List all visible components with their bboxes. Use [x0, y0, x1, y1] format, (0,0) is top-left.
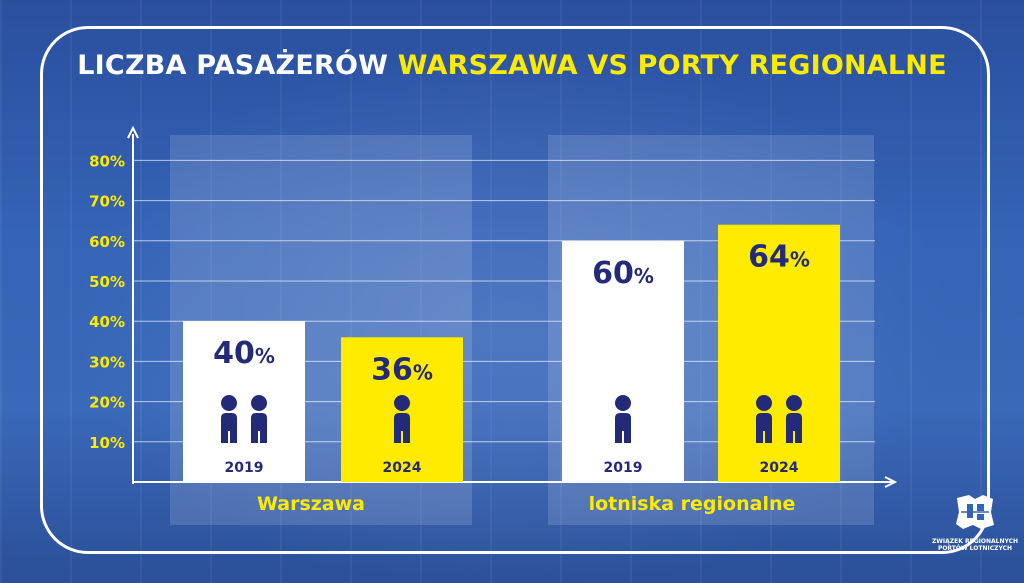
y-tick-label: 70% [89, 193, 125, 211]
y-tick-label: 80% [89, 152, 125, 170]
bar-1-1 [718, 224, 840, 482]
bar-value-label: 60% [592, 256, 654, 291]
y-axis-arrow-icon [127, 125, 139, 139]
logo-text-line1: ZWIĄZEK REGIONALNYCH [931, 538, 1019, 545]
y-tick-label: 40% [89, 313, 125, 331]
person-icon [394, 395, 410, 443]
bar-value-label: 64% [748, 240, 810, 275]
y-tick-label: 60% [89, 233, 125, 251]
chart-title: LICZBA PASAŻERÓW WARSZAWA VS PORTY REGIO… [0, 50, 1024, 81]
bar-year-label: 2024 [760, 460, 799, 476]
x-axis-arrow-icon [884, 476, 898, 488]
category-label: Warszawa [257, 493, 365, 515]
category-label: lotniska regionalne [589, 493, 796, 515]
title-part-yellow: WARSZAWA VS PORTY REGIONALNE [397, 50, 947, 81]
logo-text-line2: PORTÓW LOTNICZYCH [937, 545, 1013, 552]
y-tick-label: 20% [89, 394, 125, 412]
bar-year-label: 2024 [383, 460, 422, 476]
bar-0-0 [183, 321, 305, 482]
person-icon [221, 395, 237, 443]
bar-value-label: 36% [371, 352, 433, 387]
title-part-white: LICZBA PASAŻERÓW [77, 50, 389, 81]
logo-mark-icon [956, 495, 994, 529]
person-icon [786, 395, 802, 443]
y-tick-label: 30% [89, 353, 125, 371]
person-icon [251, 395, 267, 443]
bar-year-label: 2019 [225, 460, 264, 476]
bar-1-0 [562, 240, 684, 482]
rounded-frame [40, 26, 990, 554]
y-tick-label: 50% [89, 273, 125, 291]
bar-value-label: 40% [213, 336, 275, 371]
person-icon [756, 395, 772, 443]
y-tick-label: 10% [89, 434, 125, 452]
bar-year-label: 2019 [604, 460, 643, 476]
organization-logo: ZWIĄZEK REGIONALNYCH PORTÓW LOTNICZYCH [930, 492, 1020, 552]
person-icon [615, 395, 631, 443]
